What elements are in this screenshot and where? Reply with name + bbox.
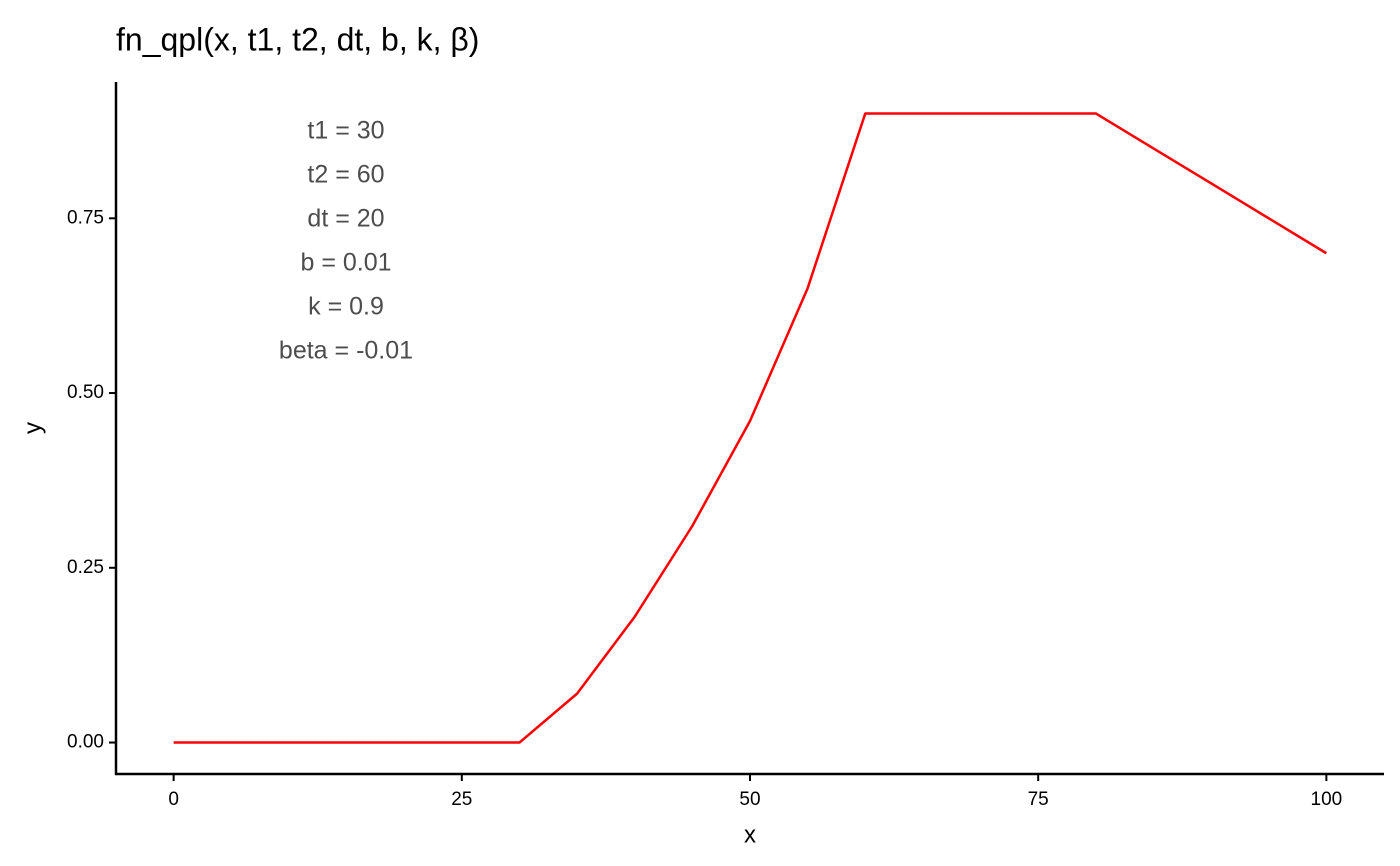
annotation: t1 = 30	[307, 117, 384, 145]
y-tick-label: 0.25	[67, 557, 104, 578]
annotation: t2 = 60	[307, 161, 384, 189]
y-axis-label: y	[19, 422, 46, 434]
annotation: beta = -0.01	[279, 337, 413, 365]
annotation: dt = 20	[307, 205, 384, 233]
chart-title: fn_qpl(x, t1, t2, dt, b, k, β)	[116, 21, 479, 57]
annotation: b = 0.01	[300, 249, 391, 277]
y-tick-label: 0.50	[67, 382, 104, 403]
x-tick-label: 100	[1311, 789, 1343, 810]
x-tick-label: 0	[168, 789, 179, 810]
y-tick-label: 0.00	[67, 732, 104, 753]
x-axis-label: x	[744, 821, 756, 848]
x-tick-label: 75	[1028, 789, 1049, 810]
x-tick-label: 50	[739, 789, 760, 810]
x-tick-label: 25	[451, 789, 472, 810]
annotation: k = 0.9	[308, 293, 384, 321]
line	[173, 112, 1328, 744]
y-tick-label: 0.75	[67, 207, 104, 228]
